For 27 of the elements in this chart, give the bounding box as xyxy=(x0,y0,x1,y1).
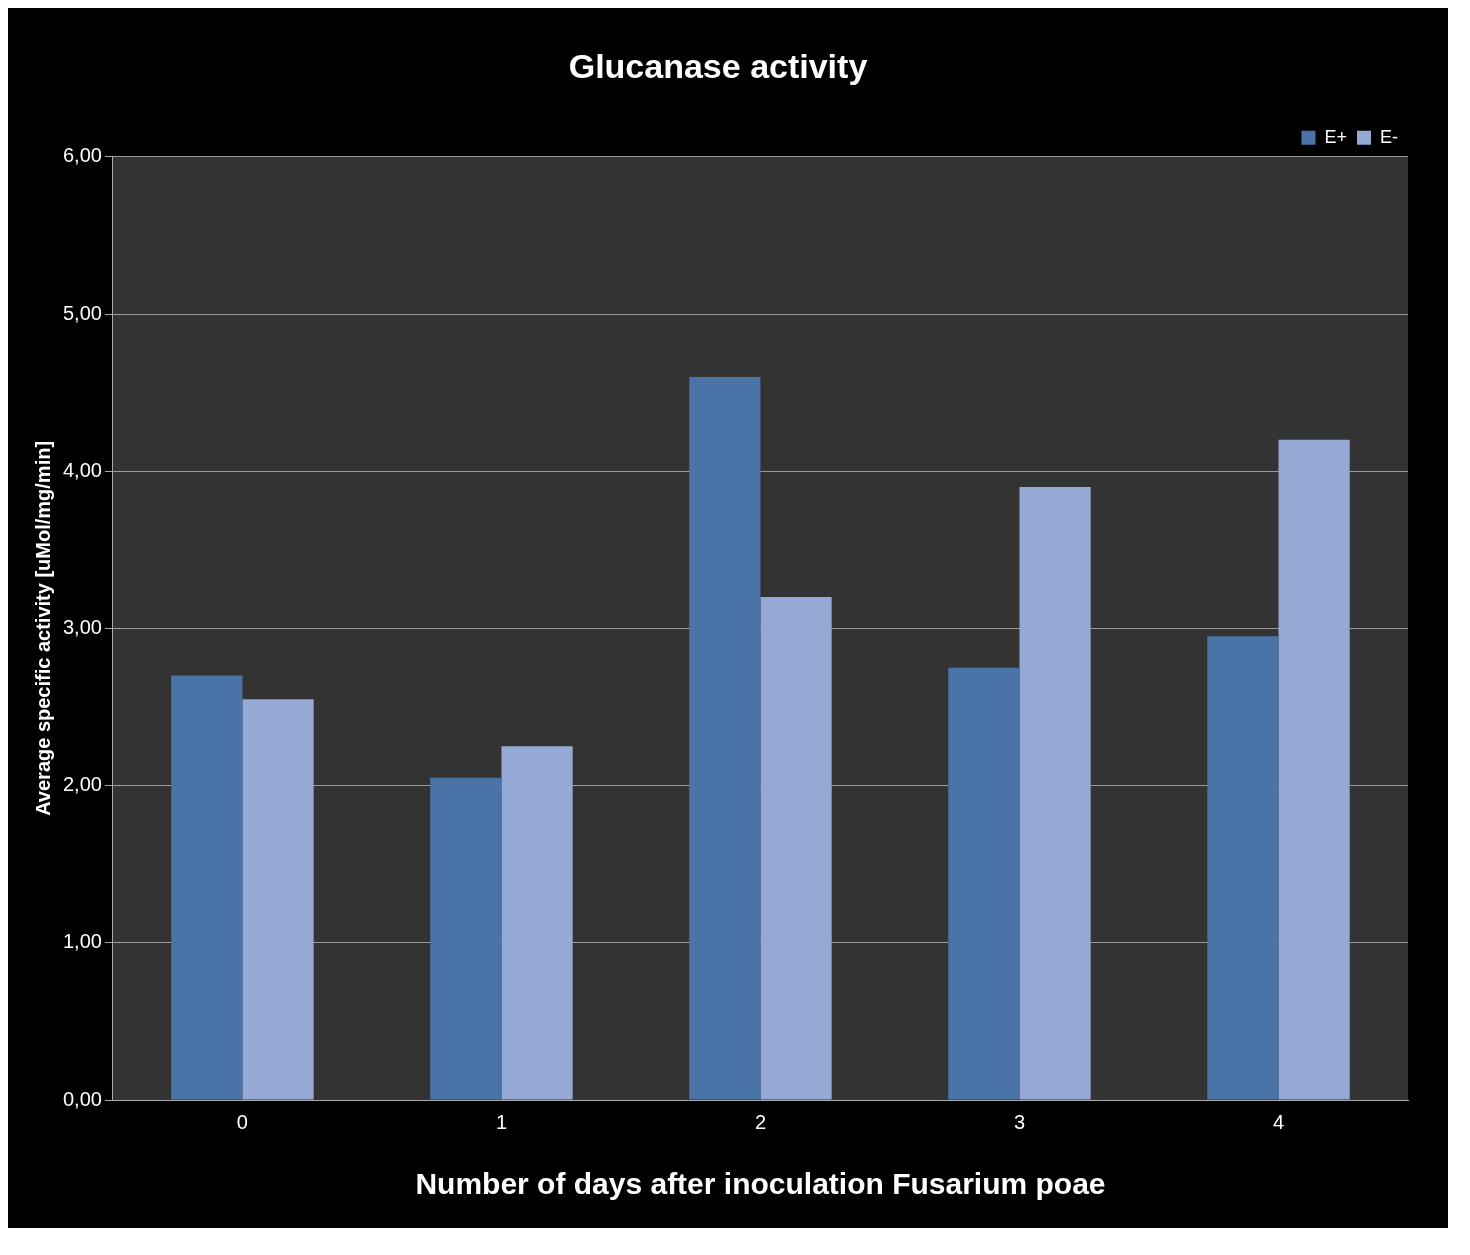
y-axis-title: Average specific activity [uMol/mg/min] xyxy=(31,440,54,816)
bar xyxy=(171,675,243,1100)
y-tick-label: 0,00 xyxy=(62,1087,102,1110)
x-tick-label: 0 xyxy=(236,1110,248,1133)
bar xyxy=(430,777,502,1100)
legend-label: E- xyxy=(1380,126,1399,147)
x-axis-title: Number of days after inoculation Fusarium poae xyxy=(415,1167,1106,1201)
bar xyxy=(242,699,314,1100)
y-tick-label: 1,00 xyxy=(62,930,102,953)
bar xyxy=(1207,636,1279,1100)
y-tick-label: 5,00 xyxy=(62,301,102,324)
x-tick-label: 3 xyxy=(1013,1110,1026,1133)
bar xyxy=(948,667,1020,1100)
y-tick-label: 4,00 xyxy=(62,458,102,481)
x-tick-label: 4 xyxy=(1272,1110,1285,1133)
y-tick-label: 2,00 xyxy=(62,773,102,796)
y-tick-label: 6,00 xyxy=(62,144,102,167)
x-tick-label: 2 xyxy=(754,1110,767,1133)
x-tick-label: 1 xyxy=(495,1110,508,1133)
bar xyxy=(760,596,832,1100)
bar xyxy=(501,746,573,1100)
chart-title: Glucanase activity xyxy=(568,46,868,85)
legend-label: E+ xyxy=(1324,126,1348,147)
bar xyxy=(1019,486,1091,1100)
bar xyxy=(689,376,761,1100)
y-tick-label: 3,00 xyxy=(62,615,102,638)
bar xyxy=(1278,439,1350,1100)
